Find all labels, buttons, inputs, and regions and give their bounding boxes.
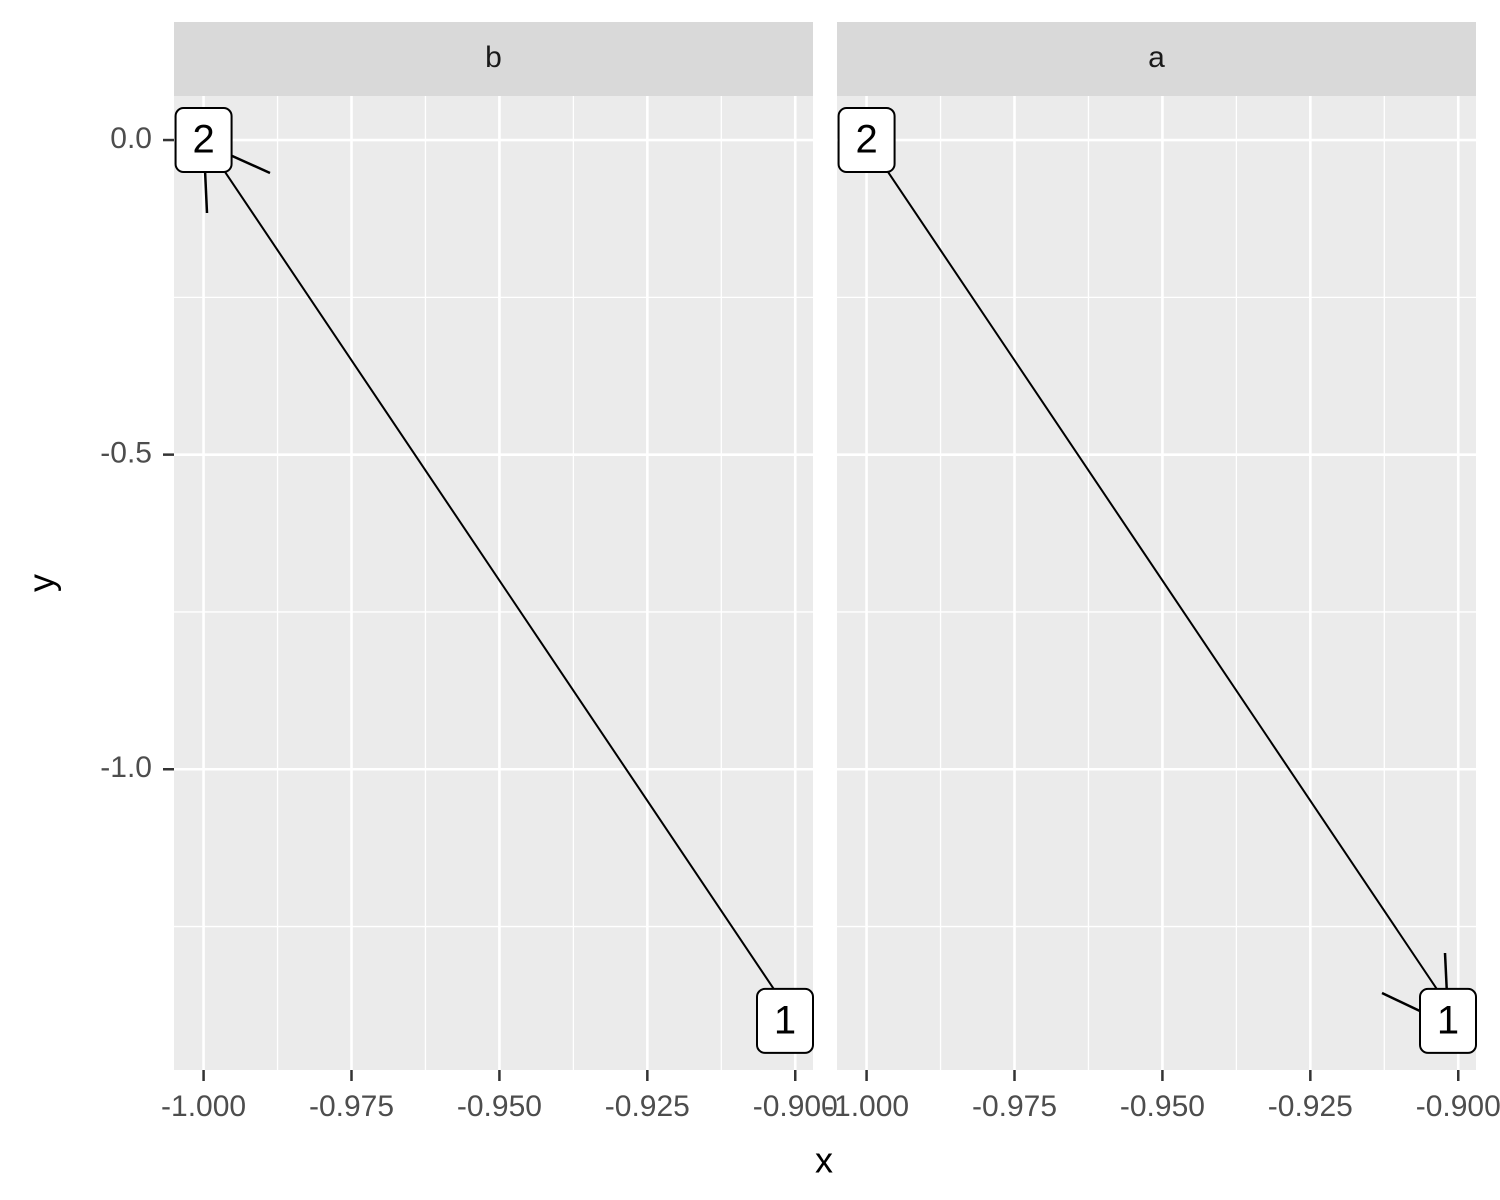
strip (174, 22, 813, 96)
x-axis-title: x (815, 1140, 833, 1181)
point-label: 1 (774, 998, 796, 1042)
x-tick-label: -0.900 (1416, 1090, 1500, 1123)
facet-title: a (1148, 41, 1165, 74)
x-tick-label: -0.975 (309, 1090, 394, 1123)
panel (837, 96, 1476, 1070)
point-label-box (837, 107, 896, 174)
strip (837, 22, 1476, 96)
x-tick-label: -0.925 (1268, 1090, 1353, 1123)
point-label: 2 (192, 118, 214, 162)
line (202, 139, 797, 1022)
y-axis-title: y (21, 574, 62, 592)
y-tick-label: -0.5 (100, 437, 152, 470)
repel-segment (203, 169, 209, 214)
point-label: 1 (1437, 998, 1459, 1042)
y-tick-label: 0.0 (110, 122, 152, 155)
x-tick-label: -0.925 (605, 1090, 690, 1123)
facet-title: b (485, 41, 502, 74)
point-label-box (174, 107, 233, 174)
x-tick-label: -1.000 (824, 1090, 909, 1123)
panel (174, 96, 813, 1070)
repel-segment (229, 153, 271, 175)
line (865, 139, 1460, 1022)
point-label-box (756, 987, 814, 1054)
point-label-box (1419, 987, 1477, 1054)
x-tick-label: -1.000 (161, 1090, 246, 1123)
repel-segment (1381, 991, 1423, 1014)
x-tick-label: -0.950 (457, 1090, 542, 1123)
point-label: 2 (855, 118, 877, 162)
x-tick-label: -0.975 (972, 1090, 1057, 1123)
y-tick-label: -1.0 (100, 751, 152, 784)
x-tick-label: -0.900 (753, 1090, 838, 1123)
x-tick-label: -0.950 (1120, 1090, 1205, 1123)
